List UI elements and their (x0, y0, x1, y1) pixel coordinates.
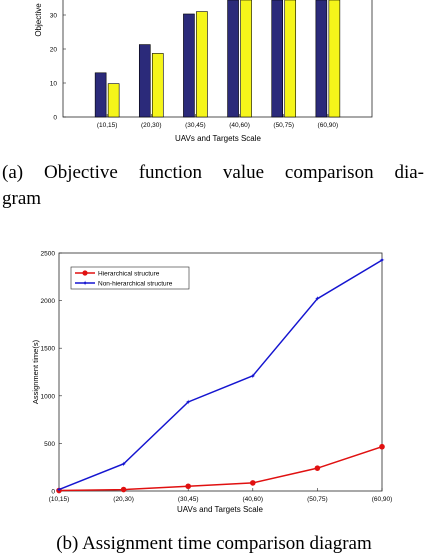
y-tick-label: 30 (50, 13, 58, 20)
assignment-time-line-chart: 0 500 1000 1500 2000 2500 (10,15) (20,30) (30,4… (31, 251, 393, 515)
bar (196, 11, 208, 118)
legend-marker-hierarchical (82, 270, 88, 276)
x-axis-label: UAVs and Targets Scale (177, 505, 264, 514)
x-tick-label: (10,15) (49, 496, 70, 503)
objective-bar-chart: 0 10 20 30 (10,15) (20,30) (30,45) (40,60) (50,… (34, 0, 373, 143)
point-non-hierarchical: ✦ (250, 372, 256, 380)
y-tick-label: 20 (50, 47, 58, 54)
bar (183, 13, 195, 118)
y-tick-label: 0 (53, 115, 57, 122)
point-hierarchical (120, 486, 127, 493)
x-tick-label: (20,30) (113, 496, 134, 503)
point-non-hierarchical: ✦ (314, 295, 320, 303)
caption-b: (b) Assignment time comparison diagram (56, 533, 372, 554)
legend-box (70, 266, 190, 290)
plot-frame (58, 252, 383, 492)
bar (138, 44, 151, 118)
legend: Hierarchical structure ✦ Non-hierarchica… (70, 266, 190, 290)
x-tick-label: (30,45) (185, 122, 206, 129)
x-axis-label: UAVs and Targets Scale (175, 134, 262, 143)
bar (328, 0, 341, 118)
y-tick-label: 1500 (41, 346, 56, 353)
point-non-hierarchical: ✦ (121, 460, 127, 468)
x-tick-label: (40,60) (242, 496, 263, 503)
bar (107, 83, 120, 118)
point-hierarchical (185, 483, 191, 490)
bar (315, 0, 328, 118)
x-tick-label: (50,75) (307, 496, 328, 503)
y-tick-label: 1000 (41, 393, 56, 400)
y-axis-label: Objective (34, 3, 43, 37)
series-line-non-hierarchical (58, 259, 383, 491)
y-tick-label: 10 (50, 81, 58, 88)
y-tick-label: 0 (51, 489, 55, 496)
bar (94, 72, 107, 118)
legend-marker-non-hierarchical: ✦ (82, 280, 88, 288)
caption-a-line1: (a) Objective function value comparison … (2, 162, 424, 183)
x-tick-label: (20,30) (141, 122, 162, 129)
x-tick-label: (60,90) (318, 122, 339, 129)
point-non-hierarchical: ✦ (56, 486, 62, 494)
bar (151, 53, 164, 118)
point-hierarchical (250, 480, 256, 486)
legend-label-hierarchical: Hierarchical structure (98, 271, 160, 278)
y-tick-label: 2500 (41, 251, 56, 258)
x-tick-label: (30,45) (178, 496, 199, 503)
plot-frame (62, 0, 373, 118)
legend-label-non-hierarchical: Non-hierarchical structure (98, 281, 173, 288)
point-non-hierarchical: ✦ (379, 257, 385, 265)
series-line-hierarchical (58, 446, 383, 492)
point-hierarchical (314, 465, 321, 471)
bar (240, 0, 252, 118)
y-tick-label: 2000 (41, 298, 56, 305)
point-hierarchical (379, 443, 385, 450)
x-tick-label: (10,15) (97, 122, 118, 129)
bar (227, 0, 239, 118)
point-non-hierarchical: ✦ (185, 398, 191, 406)
caption-a-line2: gram (2, 188, 42, 209)
y-axis-label: Assignment time(s) (31, 339, 40, 404)
x-tick-label: (40,60) (229, 122, 250, 129)
x-tick-label: (60,90) (372, 496, 393, 503)
bar (271, 0, 284, 118)
x-tick-label: (50,75) (273, 122, 294, 129)
caption-a: (a) Objective function value comparison … (0, 160, 428, 212)
y-tick-label: 500 (44, 441, 55, 448)
bar (284, 0, 297, 118)
